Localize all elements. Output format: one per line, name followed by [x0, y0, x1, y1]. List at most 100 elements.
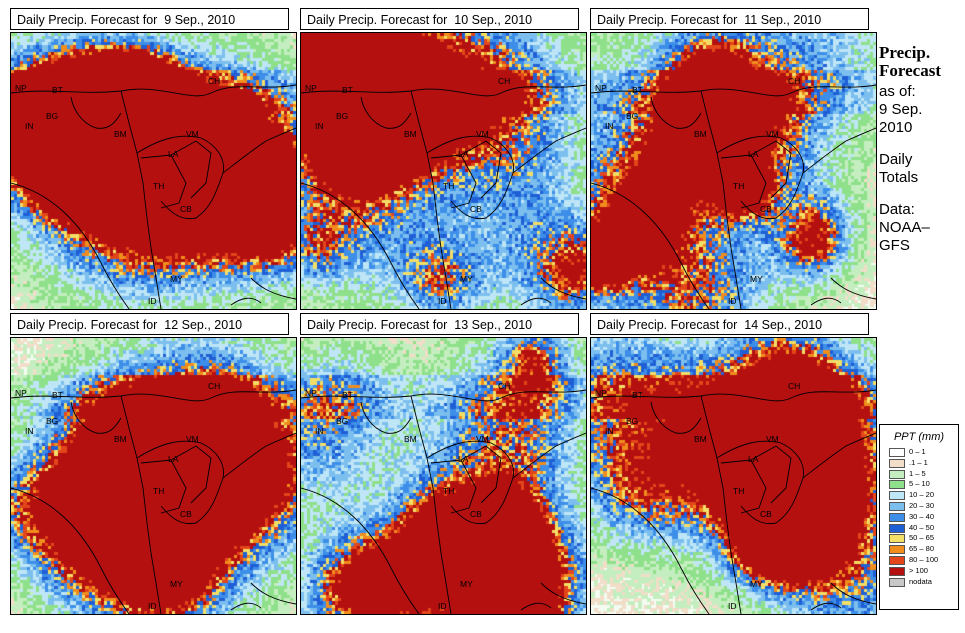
legend-label: 10 – 20	[909, 490, 935, 500]
legend-swatch	[889, 469, 905, 479]
data-label: Data:	[879, 201, 915, 218]
country-label: BT	[52, 85, 63, 95]
panel-title: Daily Precip. Forecast for 13 Sep., 2010	[300, 313, 579, 335]
legend-swatch	[889, 491, 905, 501]
border-line	[70, 401, 122, 434]
legend-label: > 100	[909, 565, 928, 575]
country-label: IN	[315, 426, 324, 436]
border-line	[301, 389, 586, 402]
country-label: CB	[470, 509, 482, 519]
country-label: BG	[46, 111, 59, 121]
legend-swatch	[889, 523, 905, 533]
border-line	[591, 84, 876, 97]
country-label: LA	[748, 149, 759, 159]
country-label: CH	[788, 76, 801, 86]
legend-label: 5 – 10	[909, 479, 930, 489]
border-line	[802, 127, 876, 174]
country-label: BT	[342, 85, 353, 95]
border-line	[591, 389, 876, 402]
legend-label: 40 – 50	[909, 522, 935, 532]
country-label: CB	[180, 509, 192, 519]
border-line	[750, 445, 792, 504]
border-line	[230, 602, 262, 611]
legend-row: 80 – 100	[880, 555, 958, 566]
legend-row: nodata	[880, 577, 958, 588]
legend-row: 40 – 50	[880, 523, 958, 534]
border-line	[301, 84, 586, 97]
border-line	[11, 84, 296, 97]
country-label: IN	[25, 121, 34, 131]
border-line	[460, 140, 502, 199]
border-line	[830, 582, 876, 605]
country-label: TH	[733, 486, 745, 496]
country-label: BG	[626, 111, 639, 121]
legend-row: 50 – 65	[880, 533, 958, 544]
legend-swatch	[889, 480, 905, 490]
country-label: BG	[46, 416, 59, 426]
border-line	[360, 96, 412, 129]
border-line	[120, 90, 162, 309]
border-line	[170, 140, 212, 199]
country-label: BG	[336, 416, 349, 426]
precip-map: NP BT BG IN BM VM CH LA TH CB MY ID	[590, 337, 877, 615]
border-line	[301, 487, 420, 614]
precip-map: NP BT BG IN BM VM CH LA TH CB MY ID	[10, 32, 297, 310]
legend-swatch	[889, 566, 905, 576]
border-line	[830, 277, 876, 300]
forecast-info: Precip. Forecast as of: 9 Sep. 2010 Dail…	[879, 44, 965, 255]
country-label: CH	[788, 381, 801, 391]
heading-precip: Precip.	[879, 43, 931, 62]
forecast-panel-6: Daily Precip. Forecast for 14 Sep., 2010…	[590, 313, 877, 615]
precip-map: NP BT BG IN BM VM CH LA TH CB MY ID	[10, 337, 297, 615]
country-label: IN	[605, 121, 614, 131]
legend-row: 5 – 10	[880, 479, 958, 490]
precip-map: NP BT BG IN BM VM CH LA TH CB MY ID	[300, 337, 587, 615]
panel-title: Daily Precip. Forecast for 9 Sep., 2010	[10, 8, 289, 30]
legend-label: 0 – 1	[909, 447, 926, 456]
legend-label: 50 – 65	[909, 533, 935, 543]
country-label: BG	[336, 111, 349, 121]
panel-title: Daily Precip. Forecast for 10 Sep., 2010	[300, 8, 579, 30]
legend-label: 20 – 30	[909, 500, 935, 510]
as-of-label: as of:	[879, 83, 916, 100]
country-label: CH	[208, 76, 221, 86]
legend-swatch	[889, 448, 905, 457]
legend-row: 0 – 1	[880, 447, 958, 458]
border-line	[250, 277, 296, 300]
border-line	[520, 602, 552, 611]
country-label: TH	[153, 486, 165, 496]
border-line	[410, 90, 452, 309]
country-label: CH	[498, 381, 511, 391]
coastline-overlay	[591, 389, 876, 614]
country-label: TH	[443, 486, 455, 496]
border-line	[802, 432, 876, 479]
legend-swatch	[889, 501, 905, 511]
border-line	[11, 389, 296, 402]
country-label: TH	[443, 181, 455, 191]
coastline-overlay	[591, 84, 876, 309]
country-label: MY	[170, 274, 183, 284]
country-label: LA	[748, 454, 759, 464]
legend-swatch	[889, 534, 905, 544]
border-line	[11, 182, 130, 309]
country-label: CB	[760, 509, 772, 519]
country-label: BT	[342, 390, 353, 400]
forecast-panel-1: Daily Precip. Forecast for 9 Sep., 2010 …	[10, 8, 297, 310]
country-label: VM	[766, 129, 779, 139]
country-label: NP	[595, 388, 607, 398]
panel-title: Daily Precip. Forecast for 12 Sep., 2010	[10, 313, 289, 335]
border-line	[222, 432, 296, 479]
legend-swatch	[889, 512, 905, 522]
country-label: ID	[438, 601, 447, 611]
country-label: BM	[114, 129, 127, 139]
border-line	[650, 96, 702, 129]
country-label: VM	[766, 434, 779, 444]
country-label: MY	[170, 579, 183, 589]
border-line	[591, 182, 710, 309]
country-label: LA	[168, 454, 179, 464]
coastline-overlay	[11, 389, 296, 614]
forecast-panel-4: Daily Precip. Forecast for 12 Sep., 2010…	[10, 313, 297, 615]
legend-row: > 100	[880, 566, 958, 577]
country-label: BT	[52, 390, 63, 400]
